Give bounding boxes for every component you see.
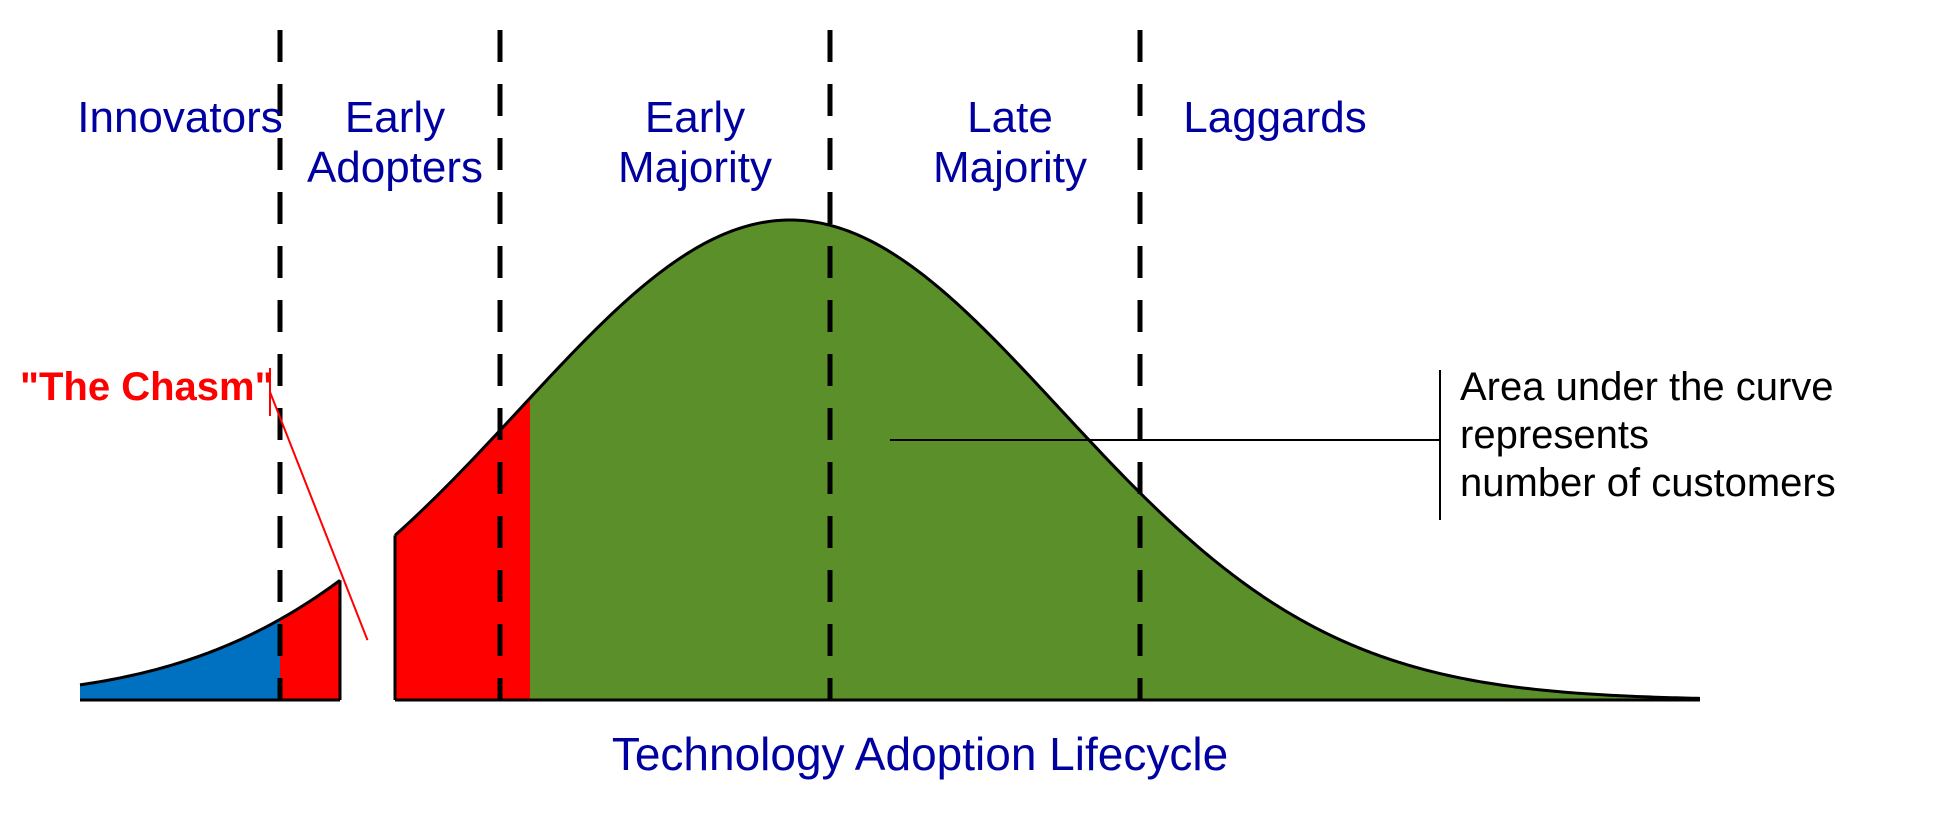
segment-majority-and-laggards (530, 220, 1700, 700)
segment-early-adopters-left (280, 580, 340, 700)
segment-early-adopters-right (395, 398, 530, 700)
area-annotation: Area under the curverepresentsnumber of … (1460, 365, 1836, 505)
segment-label-laggards: Laggards (1183, 93, 1366, 142)
segment-label-innovators: Innovators (77, 93, 282, 142)
segment-innovators (80, 619, 280, 700)
segment-label-early_adopters: EarlyAdopters (307, 93, 483, 192)
diagram-title: Technology Adoption Lifecycle (612, 728, 1228, 780)
segment-label-late_majority: LateMajority (933, 93, 1087, 192)
segment-label-early_majority: EarlyMajority (618, 93, 772, 192)
chasm-label: "The Chasm" (20, 365, 274, 409)
